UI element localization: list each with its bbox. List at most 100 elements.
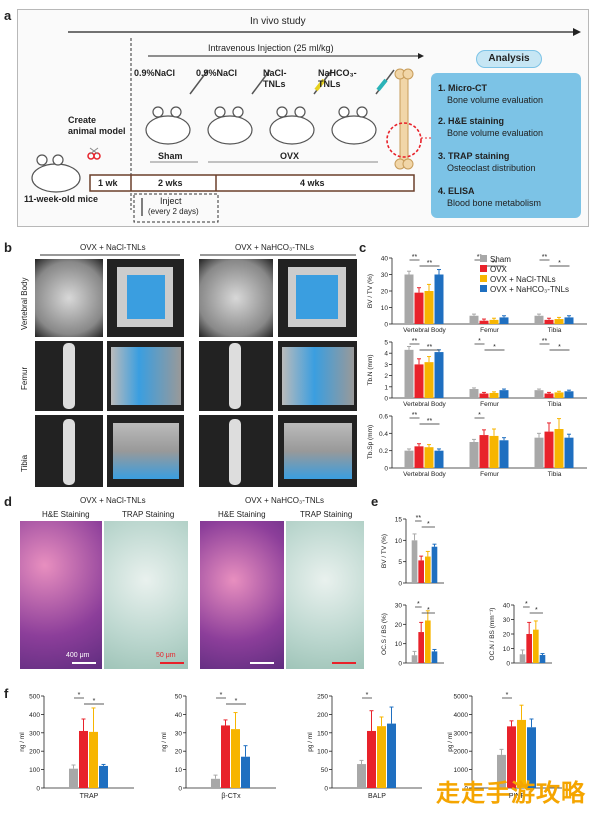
inject-label: Inject [160, 196, 182, 206]
scale-bar-trap-label: 50 μm [156, 652, 176, 659]
ct-image-tibia-4 [278, 415, 357, 487]
bar [517, 719, 526, 788]
y-tick-label: 5 [398, 559, 402, 566]
legend-item-nacl: OVX + NaCl-TNLs [480, 275, 569, 285]
significance-label: ** [542, 338, 548, 345]
panel-d-sub-4: TRAP Staining [300, 510, 353, 519]
bar [424, 362, 434, 398]
bar [554, 392, 564, 398]
bar [534, 390, 544, 398]
bar [519, 654, 526, 663]
x-tick-label: Vertebral Body [403, 471, 446, 478]
bar [414, 292, 424, 324]
panel-d-sub-3: H&E Staining [218, 510, 266, 519]
bar [434, 352, 444, 398]
chart-e-ocn: 0 10 20 30 40 OC.N / BS (mm⁻¹) * * [489, 601, 552, 668]
y-tick-label: 10 [381, 305, 389, 312]
y-tick-label: 0 [506, 661, 510, 668]
bar [414, 364, 424, 398]
significance-label: ** [416, 515, 422, 522]
y-tick-label: 30 [503, 617, 511, 624]
panel-b-col-right: OVX + NaHCO₃-TNLs [235, 243, 315, 252]
bar [231, 729, 240, 788]
y-tick-label: 10 [175, 767, 183, 774]
bar [425, 620, 431, 663]
create-model-line2: animal model [68, 126, 126, 136]
histology-trap-2 [286, 521, 364, 669]
analysis-item-3-name: TRAP staining [448, 151, 510, 161]
significance-label: ** [477, 254, 483, 261]
bar [367, 730, 376, 788]
significance-label: * [478, 338, 481, 345]
significance-label: ** [412, 412, 418, 419]
panel-d-col-right: OVX + NaHCO₃-TNLs [245, 496, 325, 505]
y-tick-label: 2000 [454, 749, 469, 756]
panel-label-f: f [4, 686, 9, 701]
bar [497, 754, 506, 788]
y-tick-label: 5 [384, 340, 388, 347]
significance-label: * [427, 521, 430, 528]
scale-bar-trap-1 [160, 662, 184, 664]
analysis-item-3-num: 3. [438, 151, 446, 161]
y-tick-label: 150 [317, 730, 328, 737]
y-axis-label: BV / TV (%) [367, 274, 374, 308]
bar [241, 756, 250, 788]
scale-bar-trap-2 [332, 662, 356, 664]
legend-label-sham: Sham [490, 255, 511, 264]
scale-bar-he-1 [72, 662, 96, 664]
bar [418, 560, 424, 583]
y-tick-label: 1000 [454, 767, 469, 774]
y-axis-label: pg / ml [447, 732, 454, 752]
legend-swatch-nahco3 [480, 285, 487, 292]
histology-he-2 [200, 521, 284, 669]
y-tick-label: 100 [29, 767, 40, 774]
sham-label: Sham [158, 151, 183, 161]
significance-label: ** [427, 418, 433, 425]
bar [424, 447, 434, 468]
significance-label: * [478, 412, 481, 419]
panel-d-sub-1: H&E Staining [42, 510, 90, 519]
panel-label-e: e [371, 494, 379, 509]
iv-label: Intravenous Injection (25 ml/kg) [208, 43, 334, 53]
significance-label: * [525, 601, 528, 608]
significance-label: * [417, 601, 420, 608]
bar [431, 651, 438, 663]
legend: Sham OVX OVX + NaCl-TNLs OVX + NaHCO₃-TN… [480, 255, 569, 295]
y-tick-label: 0.2 [379, 448, 388, 455]
analysis-item-2-num: 2. [438, 116, 446, 126]
x-axis-label: TRAP [80, 793, 99, 800]
y-tick-label: 20 [395, 622, 403, 629]
y-tick-label: 4000 [454, 712, 469, 719]
analysis-item-1-name: Micro-CT [448, 83, 488, 93]
significance-label: * [78, 692, 81, 699]
y-axis-label: Tb.N (mm) [367, 354, 374, 385]
x-tick-label: Vertebral Body [403, 327, 446, 334]
bar [79, 730, 88, 788]
y-tick-label: 0 [384, 466, 388, 473]
scale-bar-label: 400 μm [66, 652, 90, 659]
inject-sub-label: (every 2 days) [148, 207, 199, 216]
ct-image-tibia-2 [107, 415, 184, 487]
bar [99, 765, 108, 788]
bar [539, 655, 546, 663]
y-tick-label: 200 [29, 749, 40, 756]
significance-label: ** [542, 254, 548, 261]
bar [431, 546, 438, 583]
y-axis-label: OC.N / BS (mm⁻¹) [489, 608, 496, 661]
significance-label: * [93, 698, 96, 705]
x-tick-label: Femur [480, 471, 500, 478]
bar [425, 556, 431, 583]
bar [479, 435, 489, 468]
bar [404, 274, 414, 324]
analysis-title: Analysis [476, 50, 542, 68]
chart-tb-sp: 0 0.2 0.4 0.6 Tb.Sp (mm) Vertebral Body Femur T… [367, 412, 587, 478]
legend-item-ovx: OVX [480, 265, 569, 275]
panel-b-col-left: OVX + NaCl-TNLs [80, 243, 146, 252]
significance-label: * [493, 344, 496, 351]
significance-label: ** [492, 260, 498, 267]
bar [434, 274, 444, 324]
analysis-item-2: 2. H&E staining Bone volume evaluation [438, 115, 543, 139]
